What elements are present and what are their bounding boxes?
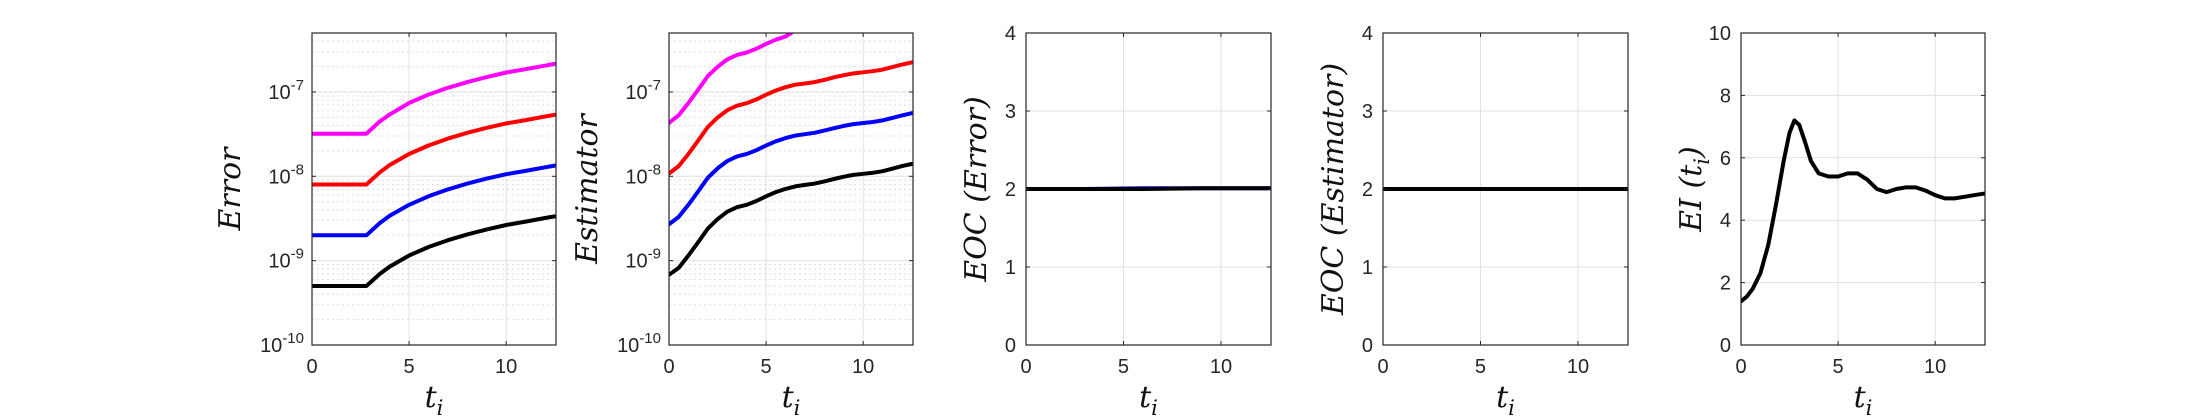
series-line-1 (669, 162, 913, 277)
y-tick-label: 10 (1709, 23, 1731, 45)
y-tick-label: 10-8 (625, 161, 661, 188)
y-axis-label-main: EI (t (1674, 164, 1709, 233)
plot-area (1741, 33, 1985, 345)
x-tick-label: 0 (306, 356, 317, 378)
x-tick-label: 5 (1475, 356, 1486, 378)
y-tick-label-base: 10 (625, 166, 647, 188)
series-line-4 (312, 61, 556, 136)
y-axis-label-subscript: i (1690, 158, 1714, 165)
series-line-4 (669, 33, 794, 125)
series-line-1 (312, 214, 556, 288)
chart-panel-3: 0 5 10 0 1 2 3 4 ti EOC (Error) (959, 23, 1272, 417)
y-tick-label: 4 (1362, 23, 1373, 45)
y-tick-label: 10-9 (268, 246, 304, 273)
x-axis-label-subscript: i (437, 396, 444, 417)
y-tick-label-exponent: -7 (291, 77, 304, 94)
y-tick-label-exponent: -10 (639, 330, 661, 347)
x-axis-label: ti (1854, 380, 1873, 417)
x-axis-label: ti (782, 380, 801, 417)
y-tick-label: 10-10 (617, 330, 661, 357)
x-axis-label: ti (1496, 380, 1515, 417)
y-axis-label: EOC (Error) (959, 96, 994, 282)
y-tick-label-exponent: -10 (282, 330, 304, 347)
y-tick-label: 3 (1005, 101, 1016, 123)
series-line-2 (669, 111, 913, 227)
y-tick-label-base: 10 (268, 251, 290, 273)
y-tick-label-base: 10 (268, 166, 290, 188)
y-tick-label-base: 10 (268, 82, 290, 104)
y-tick-label: 0 (1720, 335, 1731, 357)
y-tick-label: 4 (1005, 23, 1016, 45)
series-line-1 (1741, 118, 1985, 304)
x-axis-label-subscript: i (1151, 396, 1158, 417)
y-tick-label: 4 (1720, 210, 1731, 232)
y-tick-label: 3 (1362, 101, 1373, 123)
x-tick-label: 10 (1924, 356, 1946, 378)
y-tick-label-exponent: -8 (291, 161, 304, 178)
series-line-3 (312, 112, 556, 187)
y-tick-label: 0 (1005, 335, 1016, 357)
x-axis-label-main: t (1854, 380, 1867, 415)
axes-box (1740, 32, 1986, 346)
y-tick-label-exponent: -9 (291, 246, 304, 263)
y-tick-label: 1 (1362, 257, 1373, 279)
axes-box (311, 32, 557, 346)
x-axis-label-main: t (1139, 380, 1152, 415)
y-axis-label: Estimator (570, 112, 605, 264)
y-tick-label: 2 (1005, 179, 1016, 201)
y-tick-label-base: 10 (617, 335, 639, 357)
y-tick-label: 2 (1362, 179, 1373, 201)
x-axis-label: ti (1139, 380, 1158, 417)
x-tick-label: 5 (1118, 356, 1129, 378)
series-line-3 (669, 60, 913, 176)
series-line-2 (1026, 186, 1271, 191)
y-tick-label: 10-10 (260, 330, 304, 357)
y-tick-label: 10-7 (625, 77, 661, 104)
chart-panel-4: 0 5 10 0 1 2 3 4 ti EOC (Estimator) (1316, 23, 1629, 417)
y-tick-label-base: 10 (625, 82, 647, 104)
y-tick-label: 6 (1720, 148, 1731, 170)
y-axis-label-close: ) (1674, 146, 1709, 159)
x-tick-label: 0 (1735, 356, 1746, 378)
y-tick-label: 10-8 (268, 161, 304, 188)
y-tick-label-exponent: -8 (648, 161, 661, 178)
x-tick-label: 0 (663, 356, 674, 378)
x-axis-label: ti (425, 380, 444, 417)
x-tick-label: 5 (1833, 356, 1844, 378)
y-tick-label: 10-9 (625, 246, 661, 273)
y-tick-label-exponent: -7 (648, 77, 661, 94)
x-axis-label-subscript: i (1866, 396, 1873, 417)
x-axis-label-main: t (1496, 380, 1509, 415)
y-tick-label-base: 10 (260, 335, 282, 357)
x-axis-label-subscript: i (1508, 396, 1515, 417)
x-tick-label: 10 (852, 356, 874, 378)
x-tick-label: 0 (1020, 356, 1031, 378)
x-axis-label-main: t (425, 380, 438, 415)
y-tick-label: 8 (1720, 85, 1731, 107)
x-tick-label: 10 (495, 356, 517, 378)
series-line-2 (312, 163, 556, 238)
x-tick-label: 10 (1567, 356, 1589, 378)
x-axis-label-main: t (782, 380, 795, 415)
y-axis-label: Error (213, 146, 248, 232)
y-axis-label: EI (ti) (1674, 146, 1714, 232)
axes-box (668, 32, 914, 346)
y-tick-label-exponent: -9 (648, 246, 661, 263)
y-tick-label-base: 10 (625, 251, 647, 273)
x-tick-label: 10 (1210, 356, 1232, 378)
x-tick-label: 5 (761, 356, 772, 378)
y-tick-label: 2 (1720, 273, 1731, 295)
y-axis-label: EOC (Estimator) (1316, 63, 1351, 316)
x-axis-label-subscript: i (794, 396, 801, 417)
y-tick-label: 10-7 (268, 77, 304, 104)
y-tick-label: 0 (1362, 335, 1373, 357)
x-tick-label: 0 (1377, 356, 1388, 378)
x-tick-label: 5 (404, 356, 415, 378)
y-tick-label: 1 (1005, 257, 1016, 279)
